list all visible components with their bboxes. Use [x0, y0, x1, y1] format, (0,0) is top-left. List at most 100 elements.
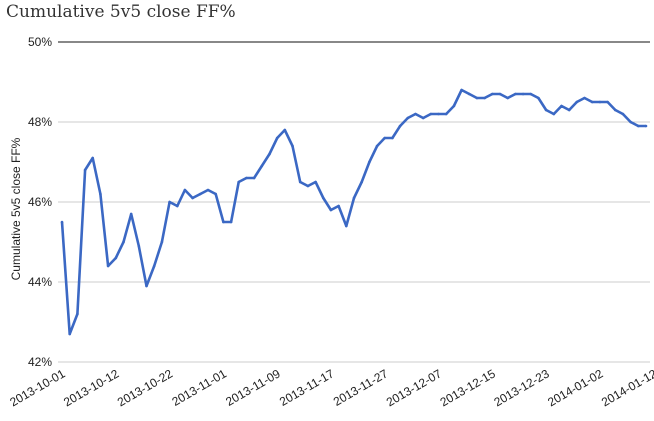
data-point: [644, 124, 648, 128]
y-tick-label: 42%: [28, 355, 52, 369]
data-point: [176, 204, 179, 208]
x-tick-label: 2013-12-23: [491, 366, 551, 409]
data-point: [106, 264, 110, 268]
x-tick-label: 2014-01-02: [545, 366, 605, 409]
data-point: [598, 100, 602, 104]
x-tick-label: 2013-12-07: [384, 366, 444, 409]
data-point: [429, 112, 433, 116]
data-point: [345, 224, 348, 228]
x-tick-label: 2013-10-01: [7, 366, 67, 409]
data-point: [168, 200, 171, 204]
data-point: [114, 256, 118, 260]
data-point: [314, 180, 317, 184]
data-point: [283, 128, 287, 132]
data-point: [606, 100, 609, 104]
y-tick-label: 46%: [28, 195, 52, 209]
series-line: [60, 88, 646, 336]
y-tick-label: 44%: [28, 275, 52, 289]
y-axis-label: Cumulative 5v5 close FF%: [9, 137, 23, 280]
data-point: [629, 120, 632, 124]
data-point: [537, 96, 540, 100]
data-point: [421, 116, 425, 120]
y-tick-label: 48%: [28, 115, 52, 129]
data-point: [160, 240, 164, 244]
data-point: [229, 220, 233, 224]
x-tick-label: 2013-11-17: [277, 366, 337, 409]
data-point: [590, 100, 594, 104]
data-point: [322, 196, 325, 200]
data-point: [183, 188, 187, 192]
y-tick-labels: 42% 44% 46% 48% 50%: [28, 35, 52, 369]
data-point: [475, 96, 479, 100]
x-tick-label: 2013-11-27: [331, 366, 391, 409]
data-point: [152, 264, 156, 268]
data-point: [275, 136, 279, 140]
data-point: [252, 176, 256, 180]
data-point: [491, 92, 494, 96]
data-point: [637, 124, 640, 128]
x-tick-label: 2013-11-01: [169, 366, 229, 409]
data-point: [145, 284, 148, 288]
data-point: [99, 192, 102, 196]
data-point: [460, 88, 463, 92]
chart-title: Cumulative 5v5 close FF%: [6, 2, 236, 22]
data-point: [137, 244, 141, 248]
data-point: [483, 96, 486, 100]
data-point: [368, 160, 371, 164]
data-point: [199, 192, 202, 196]
data-point: [529, 92, 532, 96]
data-point: [222, 220, 225, 224]
data-point: [360, 180, 364, 184]
data-point: [214, 192, 217, 196]
data-point: [414, 112, 417, 116]
data-point: [552, 112, 556, 116]
data-point: [268, 152, 271, 156]
data-point: [383, 136, 387, 140]
data-point: [129, 212, 133, 216]
data-point: [206, 188, 210, 192]
data-point: [583, 96, 586, 100]
data-point: [122, 240, 125, 244]
data-point: [68, 332, 71, 336]
data-point: [83, 168, 87, 172]
data-point: [352, 196, 356, 200]
y-tick-label: 50%: [28, 35, 52, 49]
x-tick-label: 2013-11-09: [223, 366, 283, 409]
x-tick-label: 2013-10-22: [115, 366, 175, 409]
data-point: [560, 104, 563, 108]
data-point: [91, 156, 94, 160]
x-tick-label: 2013-10-12: [61, 366, 121, 409]
data-point: [567, 108, 571, 112]
x-tick-label: 2013-12-15: [438, 366, 498, 409]
data-point: [337, 204, 340, 208]
data-point: [621, 112, 625, 116]
x-tick-labels: 2013-10-012013-10-122013-10-222013-11-01…: [7, 366, 654, 409]
data-point: [514, 92, 517, 96]
series-group: [60, 88, 648, 336]
data-point: [437, 112, 440, 116]
data-point: [398, 124, 402, 128]
data-point: [444, 112, 448, 116]
data-point: [391, 136, 394, 140]
data-point: [614, 108, 617, 112]
x-tick-label: 2014-01-12: [599, 366, 654, 409]
data-point: [60, 220, 64, 224]
data-point: [468, 92, 471, 96]
data-point: [298, 180, 302, 184]
data-point: [544, 108, 548, 112]
data-point: [521, 92, 525, 96]
data-point: [306, 184, 310, 188]
data-point: [406, 116, 410, 120]
data-point: [498, 92, 502, 96]
data-point: [260, 164, 264, 168]
data-point: [76, 312, 79, 316]
data-point: [575, 100, 579, 104]
data-point: [291, 144, 294, 148]
data-point: [237, 180, 240, 184]
data-point: [245, 176, 248, 180]
data-point: [191, 196, 194, 200]
data-point: [506, 96, 510, 100]
data-point: [375, 144, 379, 148]
data-point: [452, 104, 456, 108]
